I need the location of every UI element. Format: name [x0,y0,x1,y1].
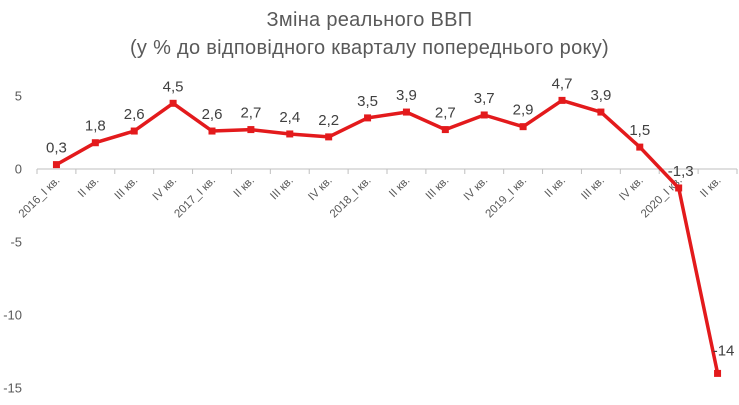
y-axis: 5 0 -5 -10 -15 [3,89,22,396]
chart-subtitle: (у % до відповідного кварталу попередньо… [129,37,610,59]
data-label: 2,7 [435,105,456,122]
data-point [208,127,216,135]
x-tick-label: III кв. [424,175,452,203]
data-label: 3,7 [474,90,495,107]
data-point [325,133,333,141]
data-label: -14 [713,342,735,359]
x-tick-label: III кв. [579,175,607,203]
data-point [91,139,99,147]
data-label: 3,5 [357,93,378,110]
x-tick-label: IV кв. [306,175,335,204]
data-point [364,114,372,122]
data-label: 4,7 [552,75,573,92]
data-point [597,108,605,116]
chart-title: Зміна реального ВВП [266,9,473,31]
data-label: 4,5 [163,78,184,95]
data-label: 3,9 [396,87,417,104]
series-line [55,98,720,374]
x-tick-label: IV кв. [462,175,491,204]
x-tick-label: 2019_I кв. [483,175,529,221]
data-point [286,130,294,138]
data-point [675,184,683,192]
data-point [169,99,177,107]
y-tick-label: -15 [3,381,22,396]
x-tick-label: II кв. [387,175,412,200]
y-tick-label: -10 [3,308,22,323]
data-label: -1,3 [668,163,694,180]
data-label: 2,4 [279,109,300,126]
x-tick-label: III кв. [113,175,141,203]
x-tick-label: IV кв. [617,175,646,204]
data-point [519,123,527,131]
data-point [441,126,449,134]
x-tick-label: 2020_I кв. [639,175,685,221]
x-tick-label: IV кв. [151,175,180,204]
x-tick-label: II кв. [232,175,257,200]
data-label: 1,5 [629,122,650,139]
data-label: 2,9 [513,102,534,119]
x-tick-label: 2017_I кв. [172,175,218,221]
data-label: 3,9 [590,87,611,104]
y-tick-label: 5 [15,89,22,104]
data-point [247,126,255,134]
data-point [480,111,488,119]
x-axis: 2016_I кв. II кв. III кв. IV кв.2017_I кв. I… [17,169,738,221]
x-tick-label: II кв. [698,175,723,200]
data-label: 2,2 [318,112,339,129]
x-tick-label: 2018_I кв. [328,175,374,221]
data-label: 2,6 [124,106,145,123]
data-label: 2,7 [240,105,261,122]
y-tick-label: 0 [15,162,22,177]
data-label: 0,3 [46,140,67,157]
x-tick-label: 2016_I кв. [17,175,63,221]
data-point [52,161,60,169]
data-point [714,369,722,377]
data-point [402,108,410,116]
chart-title-block: Зміна реального ВВП (у % до відповідного… [0,6,739,62]
y-tick-label: -5 [10,235,22,250]
data-labels: 0,3 1,8 2,6 4,5 2,6 2,7 2,4 2,2 3,5 3,9 2,7 3,7 2,9 4… [46,75,734,359]
x-tick-label: II кв. [543,175,568,200]
data-label: 1,8 [85,118,106,135]
series-markers [52,96,722,377]
data-label: 2,6 [202,106,223,123]
x-tick-label: III кв. [268,175,296,203]
x-tick-label: II кв. [76,175,101,200]
data-point [558,96,566,104]
data-point [636,143,644,151]
data-point [130,127,138,135]
